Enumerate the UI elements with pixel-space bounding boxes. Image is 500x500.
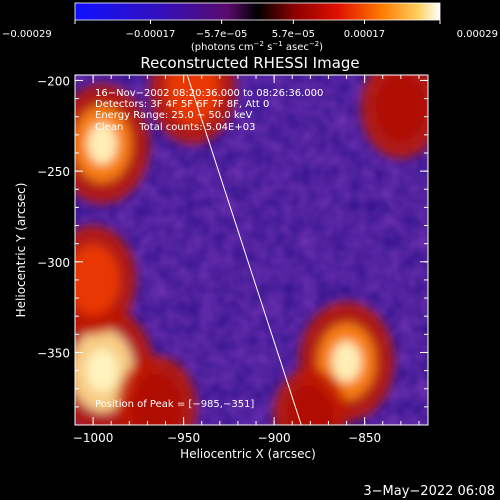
observation-info: 16−Nov−2002 08:20:36.000 to 08:26:36.000… (95, 88, 323, 133)
x-tick-label: −900 (258, 431, 291, 445)
bright-region-core (287, 384, 334, 425)
x-tick-label: −1000 (73, 431, 114, 445)
axes: −1000 −950 −900 −850 −350 −300 −250 −200 (37, 74, 428, 445)
timestamp: 3−May−2022 06:08 (363, 484, 495, 499)
colorbar-tick-label: 5.7e−05 (272, 29, 315, 40)
heatmap-image (75, 75, 428, 425)
chart-title: Reconstructed RHESSI Image (140, 54, 359, 72)
x-tick-label: −950 (167, 431, 200, 445)
info-line-time: 16−Nov−2002 08:20:36.000 to 08:26:36.000 (95, 88, 323, 99)
colorbar-ticks: −0.00029 −0.00017 −5.7e−05 5.7e−05 0.00017 0.… (2, 20, 498, 40)
bright-region-peak (331, 341, 362, 383)
colorbar-tick-label: −0.00017 (126, 29, 176, 40)
bright-region-peak (87, 123, 117, 165)
info-line-detectors: Detectors: 3F 4F 5F 6F 7F 8F, Att 0 (95, 99, 269, 110)
colorbar-unit-label: (photons cm−2 s−1 asec−2) (191, 40, 323, 53)
y-tick-label: −350 (37, 346, 70, 360)
bright-region-core (75, 244, 120, 316)
x-tick-label: −850 (348, 431, 381, 445)
y-axis-label: Heliocentric Y (arcsec) (14, 183, 28, 318)
x-axis-label: Heliocentric X (arcsec) (180, 447, 316, 461)
peak-position-label: Position of Peak = [−985,−351] (95, 399, 254, 410)
y-tick-label: −250 (37, 165, 70, 179)
bright-region-core (131, 373, 182, 425)
y-tick-label: −200 (37, 74, 70, 88)
colorbar-tick-label: −0.00029 (2, 29, 52, 40)
colorbar-tick-label: −5.7e−05 (196, 29, 248, 40)
colorbar: −0.00029 −0.00017 −5.7e−05 5.7e−05 0.00017 0.… (2, 2, 498, 53)
bright-region-core (166, 75, 220, 125)
bright-regions (75, 75, 428, 425)
y-tick-label: −300 (37, 256, 70, 270)
colorbar-tick-label: 0.00017 (344, 29, 385, 40)
bright-region-core (376, 75, 426, 141)
solar-limb-line (186, 75, 302, 425)
plot-frame (74, 74, 429, 426)
bright-region-peak (86, 348, 119, 393)
colorbar-tick-label: 0.00029 (457, 29, 498, 40)
info-line-counts: Clean Total counts: 5.04E+03 (95, 122, 255, 133)
colorbar-gradient (74, 2, 441, 21)
info-line-energy: Energy Range: 25.0 − 50.0 keV (95, 110, 252, 121)
